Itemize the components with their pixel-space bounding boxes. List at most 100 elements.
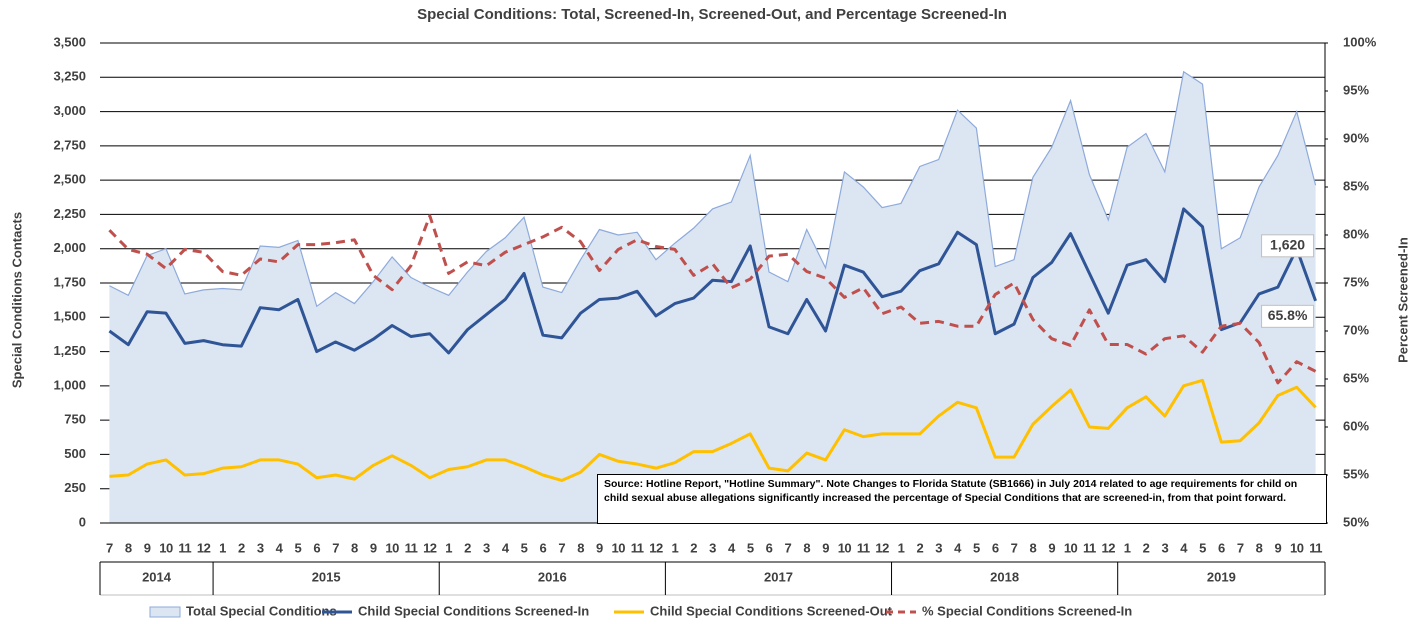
x-tick-label: 2 [1143, 540, 1150, 555]
x-group-label: 2019 [1207, 569, 1236, 584]
x-tick-label: 1 [671, 540, 678, 555]
x-tick-label: 2 [690, 540, 697, 555]
x-tick-label: 12 [1102, 540, 1116, 555]
x-tick-label: 4 [954, 540, 962, 555]
y-tick-label: 2,500 [53, 172, 86, 187]
x-tick-label: 11 [1309, 540, 1322, 555]
y2-tick-label: 95% [1343, 82, 1369, 97]
x-tick-label: 7 [558, 540, 565, 555]
x-tick-label: 7 [106, 540, 113, 555]
x-tick-label: 2 [464, 540, 471, 555]
x-tick-label: 1 [445, 540, 452, 555]
x-tick-label: 9 [370, 540, 377, 555]
x-tick-label: 4 [728, 540, 736, 555]
x-tick-label: 3 [483, 540, 490, 555]
x-tick-label: 7 [1237, 540, 1244, 555]
x-tick-label: 10 [1290, 540, 1304, 555]
x-tick-label: 6 [766, 540, 773, 555]
legend-label: Child Special Conditions Screened-In [358, 603, 589, 618]
y2-tick-label: 70% [1343, 322, 1369, 337]
y-tick-label: 3,000 [53, 103, 86, 118]
y-tick-label: 2,000 [53, 240, 86, 255]
x-tick-label: 5 [747, 540, 754, 555]
y2-tick-label: 50% [1343, 514, 1369, 529]
line [108, 207, 1317, 355]
x-tick-label: 4 [276, 540, 284, 555]
y-tick-label: 1,750 [53, 274, 86, 289]
value-label: 1,620 [1270, 237, 1305, 253]
x-tick-label: 9 [822, 540, 829, 555]
legend-label: % Special Conditions Screened-In [922, 603, 1132, 618]
x-tick-label: 9 [144, 540, 151, 555]
x-tick-label: 11 [1083, 540, 1096, 555]
x-tick-label: 11 [857, 540, 870, 555]
annotation: Source: Hotline Report, "Hotline Summary… [597, 474, 1327, 524]
legend-label: Total Special Conditions [186, 603, 337, 618]
x-tick-label: 7 [332, 540, 339, 555]
y2-tick-label: 55% [1343, 466, 1369, 481]
x-tick-label: 3 [1161, 540, 1168, 555]
x-group-label: 2018 [990, 569, 1019, 584]
y-axis-label: Special Conditions Contacts [9, 212, 24, 388]
x-tick-label: 6 [1218, 540, 1225, 555]
y2-tick-label: 75% [1343, 274, 1369, 289]
x-tick-label: 6 [540, 540, 547, 555]
y2-tick-label: 90% [1343, 130, 1369, 145]
y2-tick-label: 85% [1343, 178, 1369, 193]
y2-tick-label: 100% [1343, 34, 1377, 49]
y2-tick-label: 60% [1343, 418, 1369, 433]
x-tick-label: 2 [916, 540, 923, 555]
x-tick-label: 10 [385, 540, 399, 555]
legend-swatch [149, 606, 181, 618]
x-tick-label: 8 [351, 540, 358, 555]
x-tick-label: 10 [838, 540, 852, 555]
x-tick-label: 4 [1180, 540, 1188, 555]
x-tick-label: 5 [295, 540, 302, 555]
x-tick-label: 9 [596, 540, 603, 555]
x-group-label: 2017 [764, 569, 793, 584]
y-tick-label: 1,000 [53, 377, 86, 392]
x-tick-label: 5 [973, 540, 980, 555]
y-tick-label: 1,500 [53, 309, 86, 324]
x-tick-label: 12 [875, 540, 889, 555]
x-tick-label: 8 [125, 540, 132, 555]
y2-axis-label: Percent Screened-In [1395, 237, 1410, 363]
x-tick-label: 8 [577, 540, 584, 555]
y-tick-label: 2,750 [53, 137, 86, 152]
x-tick-label: 8 [1256, 540, 1263, 555]
dashed-line [108, 214, 1317, 385]
x-tick-label: 12 [197, 540, 211, 555]
x-tick-label: 9 [1048, 540, 1055, 555]
x-tick-label: 10 [1064, 540, 1078, 555]
x-tick-label: 6 [313, 540, 320, 555]
x-tick-label: 1 [898, 540, 905, 555]
y-tick-label: 0 [79, 514, 86, 529]
chart-title: Special Conditions: Total, Screened-In, … [417, 6, 1007, 23]
area-edge [109, 70, 1317, 308]
x-tick-label: 9 [1275, 540, 1282, 555]
x-tick-label: 12 [423, 540, 437, 555]
x-tick-label: 8 [803, 540, 810, 555]
line [109, 378, 1317, 482]
x-tick-label: 5 [1199, 540, 1206, 555]
x-tick-label: 1 [219, 540, 226, 555]
x-group-label: 2015 [312, 569, 341, 584]
x-tick-label: 11 [178, 540, 191, 555]
x-tick-label: 3 [709, 540, 716, 555]
legend-label: Child Special Conditions Screened-Out [650, 603, 893, 618]
x-tick-label: 11 [631, 540, 644, 555]
y-tick-label: 3,500 [53, 34, 86, 49]
y-tick-label: 750 [64, 412, 86, 427]
x-tick-label: 12 [649, 540, 663, 555]
x-tick-label: 7 [785, 540, 792, 555]
value-label: 65.8% [1268, 307, 1308, 323]
y-tick-label: 2,250 [53, 206, 86, 221]
x-tick-label: 2 [238, 540, 245, 555]
x-tick-label: 4 [502, 540, 510, 555]
x-tick-label: 7 [1011, 540, 1018, 555]
value-label-box [1261, 234, 1315, 258]
x-tick-label: 8 [1030, 540, 1037, 555]
x-tick-label: 3 [257, 540, 264, 555]
